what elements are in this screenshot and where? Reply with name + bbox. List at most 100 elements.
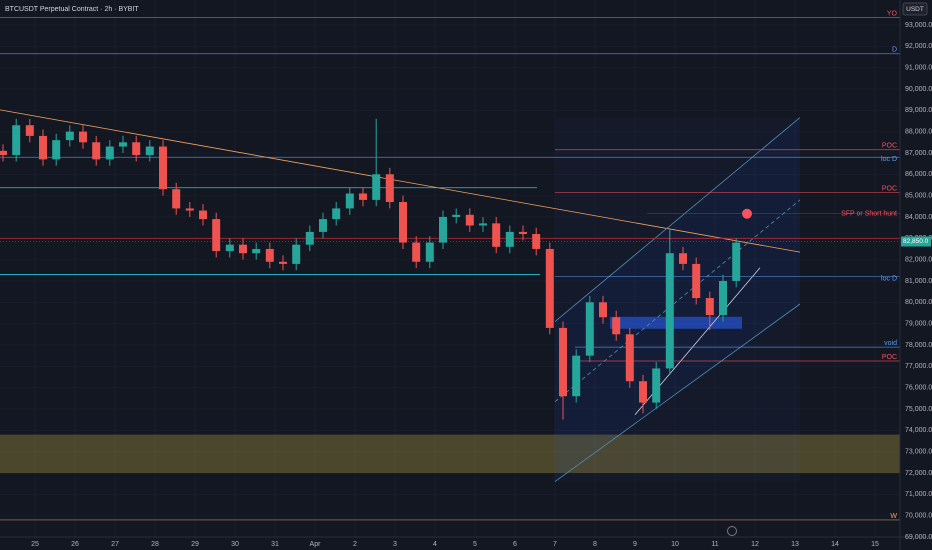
x-tick-label: 26 bbox=[71, 541, 79, 548]
candle-body bbox=[172, 189, 181, 209]
candle-body bbox=[359, 193, 367, 200]
y-tick-label: 90,000.0 bbox=[905, 86, 932, 93]
candle-body bbox=[612, 317, 621, 335]
candle-body bbox=[425, 242, 434, 262]
candle-body bbox=[265, 248, 274, 262]
candle-body bbox=[545, 248, 554, 328]
y-tick-label: 87,000.0 bbox=[905, 150, 932, 157]
y-tick-label: 70,000.0 bbox=[905, 513, 932, 520]
candle-body bbox=[225, 244, 234, 252]
last-price-label: 82,850.0 bbox=[903, 238, 929, 245]
level-label: YO bbox=[887, 10, 898, 17]
x-tick-label: 30 bbox=[231, 541, 239, 548]
currency-label: USDT bbox=[906, 6, 924, 13]
candle-body bbox=[345, 193, 354, 209]
y-tick-label: 80,000.0 bbox=[905, 299, 932, 306]
candle-body bbox=[599, 302, 607, 318]
y-tick-label: 78,000.0 bbox=[905, 342, 932, 349]
y-tick-label: 91,000.0 bbox=[905, 64, 932, 71]
order-block bbox=[610, 316, 742, 329]
x-tick-label: 2 bbox=[353, 541, 357, 548]
candle-body bbox=[479, 223, 487, 226]
candle-body bbox=[132, 142, 141, 156]
plot-area: YO D POC loc D POC loc D void POC W SFP or Short … bbox=[0, 0, 900, 538]
y-tick-label: 81,000.0 bbox=[905, 278, 932, 285]
candle-body bbox=[52, 140, 61, 160]
level-label: loc D bbox=[881, 156, 897, 163]
candle-body bbox=[572, 355, 581, 397]
x-tick-label: 31 bbox=[271, 541, 279, 548]
candle-body bbox=[679, 253, 687, 264]
y-tick-label: 71,000.0 bbox=[905, 491, 932, 498]
candle-body bbox=[385, 174, 394, 203]
y-tick-label: 73,000.0 bbox=[905, 448, 932, 455]
zone bbox=[0, 434, 900, 473]
candle-body bbox=[252, 248, 261, 254]
candle-body bbox=[532, 234, 541, 249]
candle-body bbox=[25, 125, 34, 136]
x-tick-label: 11 bbox=[711, 541, 718, 548]
candle-body bbox=[199, 210, 207, 220]
candle-body bbox=[332, 208, 341, 220]
candle-body bbox=[212, 219, 221, 252]
candle-body bbox=[159, 146, 167, 190]
y-tick-label: 69,000.0 bbox=[905, 534, 932, 541]
candle-body bbox=[65, 131, 74, 141]
x-tick-label: 29 bbox=[191, 541, 199, 548]
candle-body bbox=[412, 242, 421, 262]
y-tick-label: 76,000.0 bbox=[905, 384, 932, 391]
y-tick-label: 74,000.0 bbox=[905, 427, 932, 434]
annotation-marker bbox=[742, 208, 752, 219]
channel-shade bbox=[555, 117, 800, 482]
candle-body bbox=[399, 202, 407, 243]
y-tick-label: 92,000.0 bbox=[905, 43, 932, 50]
y-tick-label: 82,000.0 bbox=[905, 256, 932, 263]
candle-body bbox=[652, 368, 661, 403]
annotation-label: SFP or Short hunt bbox=[841, 211, 897, 218]
x-tick-label: 6 bbox=[513, 541, 517, 548]
y-tick-label: 79,000.0 bbox=[905, 320, 932, 327]
candle-body bbox=[12, 125, 21, 156]
trendline bbox=[554, 199, 801, 403]
trendline bbox=[554, 117, 801, 322]
level-label: void bbox=[884, 340, 897, 347]
candle-body bbox=[79, 131, 87, 143]
candle-body bbox=[585, 302, 594, 356]
y-tick-label: 88,000.0 bbox=[905, 128, 932, 135]
candle-body bbox=[705, 298, 714, 316]
x-tick-label: 8 bbox=[593, 541, 597, 548]
candle-body bbox=[692, 263, 701, 299]
y-tick-label: 85,000.0 bbox=[905, 192, 932, 199]
last-price-box bbox=[901, 236, 931, 247]
level-label: POC bbox=[882, 143, 897, 150]
level-label: loc D bbox=[881, 276, 897, 283]
x-tick-label: 13 bbox=[791, 541, 799, 548]
y-tick-label: 72,000.0 bbox=[905, 470, 932, 477]
y-tick-label: 75,000.0 bbox=[905, 406, 932, 413]
x-tick-label: 27 bbox=[111, 541, 119, 548]
candle-body bbox=[292, 244, 301, 264]
level-label: D bbox=[892, 47, 897, 54]
candle-body bbox=[465, 214, 474, 226]
level-label: W bbox=[890, 513, 897, 520]
level-label: POC bbox=[882, 354, 897, 361]
candle-body bbox=[665, 253, 674, 369]
candle-body bbox=[559, 327, 567, 397]
candle-body bbox=[92, 142, 101, 160]
candle-body bbox=[625, 334, 634, 382]
candle-body bbox=[185, 208, 194, 211]
candle-body bbox=[732, 242, 741, 281]
scroll-icon[interactable] bbox=[727, 526, 737, 536]
y-tick-label: 93,000.0 bbox=[905, 22, 932, 29]
candle-body bbox=[239, 244, 247, 254]
chart-title: BTCUSDT Perpetual Contract · 2h · BYBIT bbox=[5, 6, 139, 13]
trendline bbox=[554, 303, 801, 482]
candle-body bbox=[519, 231, 527, 235]
x-tick-label: 14 bbox=[831, 541, 839, 548]
candle-body bbox=[305, 231, 314, 245]
currency-button[interactable] bbox=[902, 2, 928, 16]
candle-body bbox=[439, 216, 447, 243]
candle-body bbox=[372, 174, 381, 200]
